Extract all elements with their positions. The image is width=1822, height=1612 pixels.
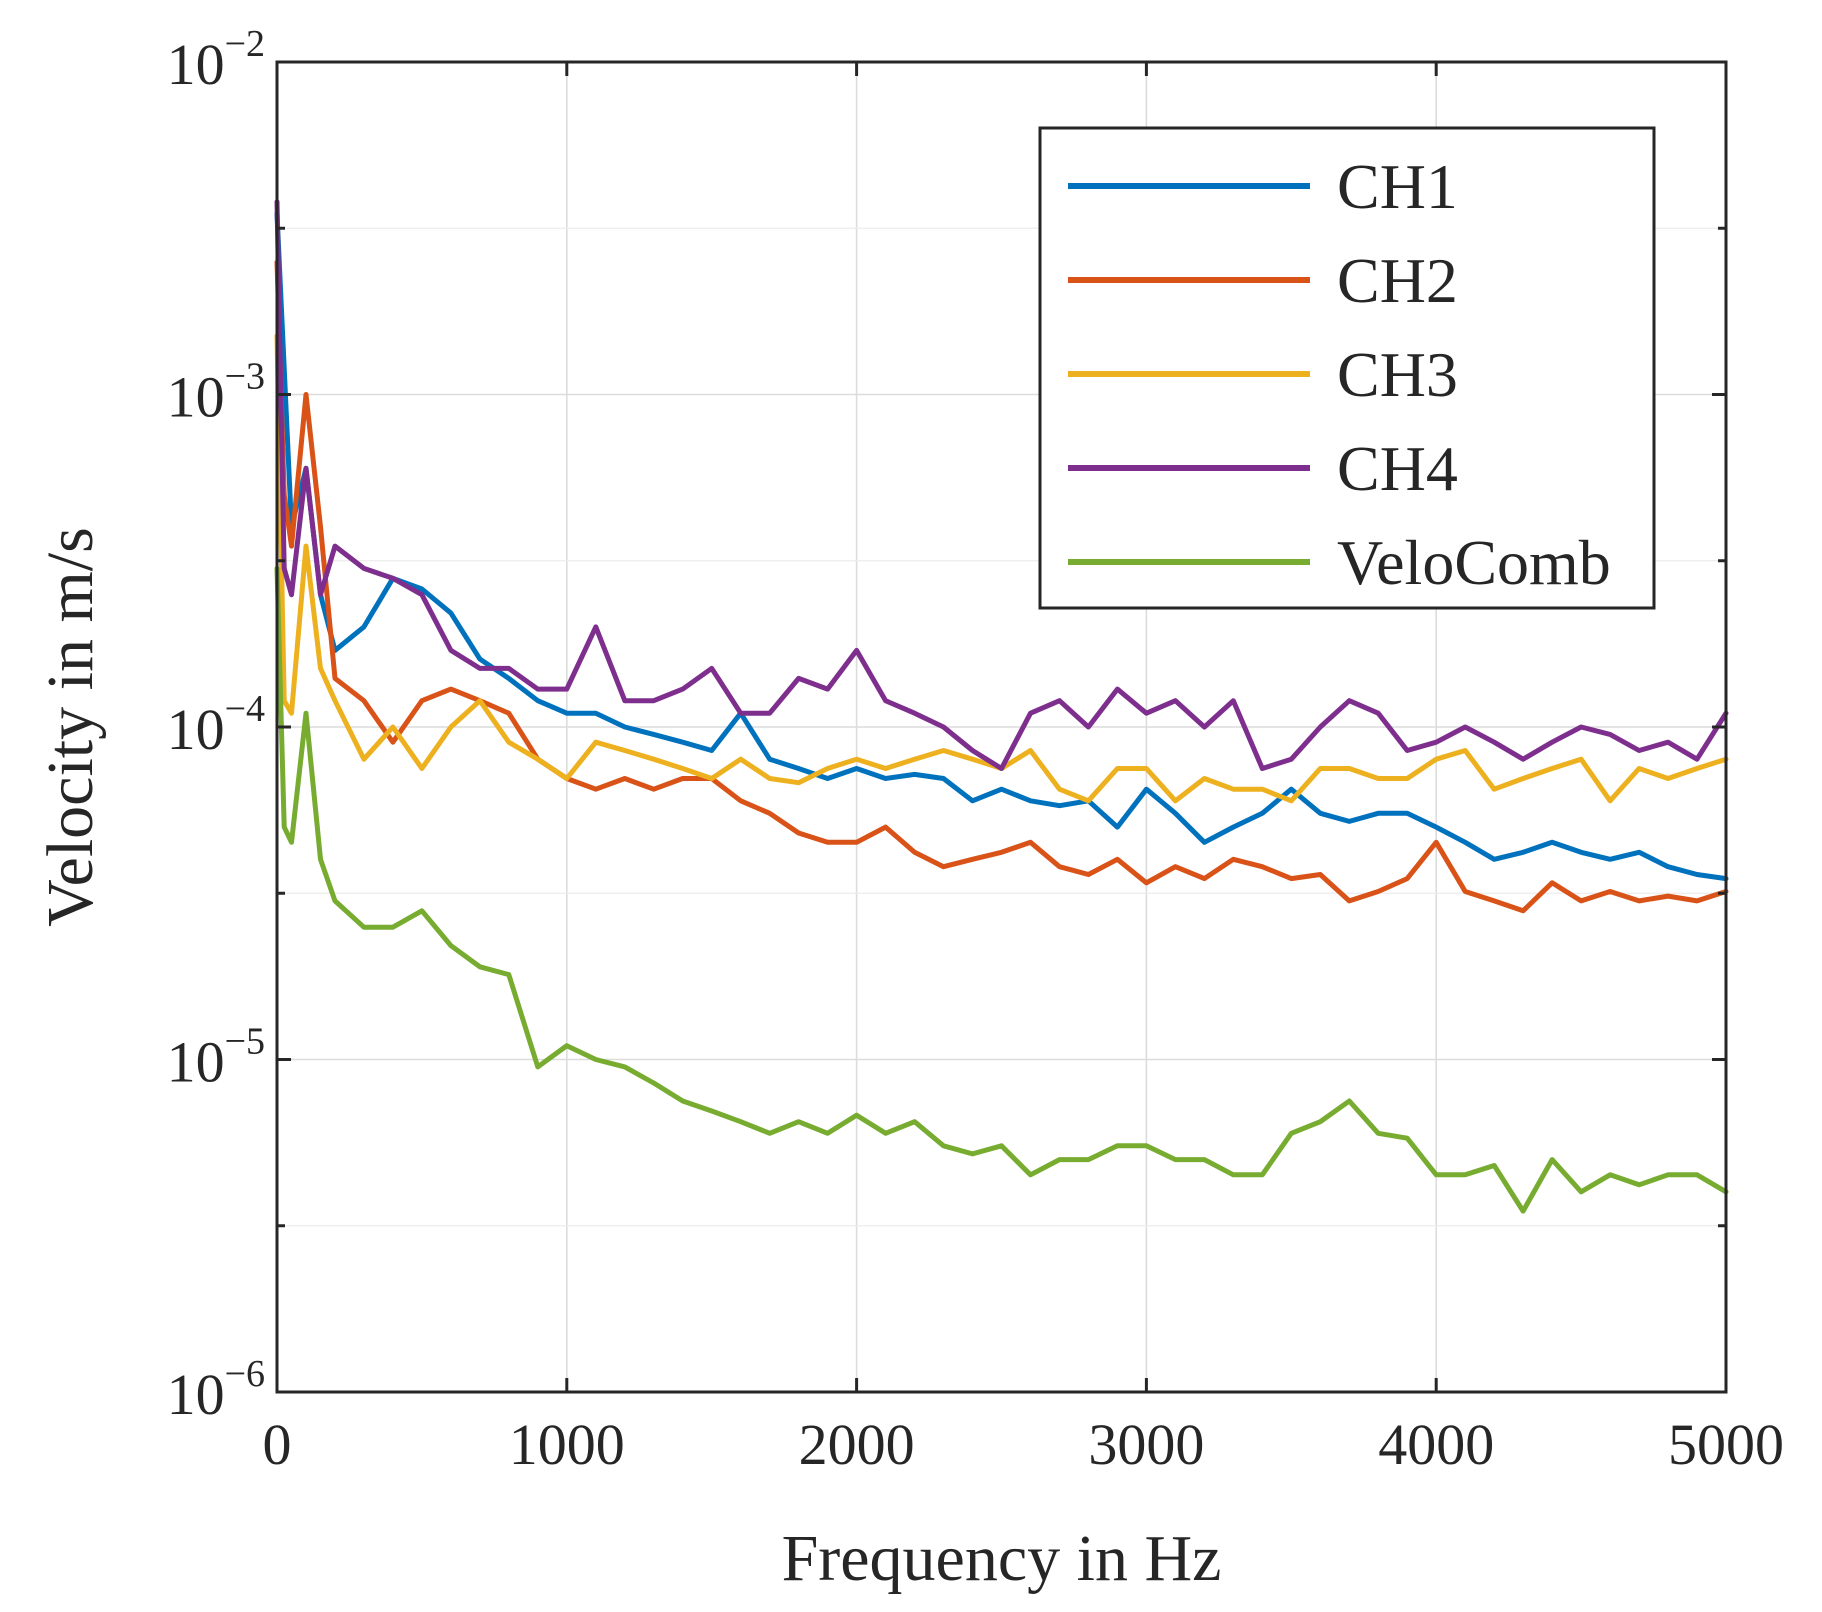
y-tick-label: 10−2 [167,23,265,97]
x-tick-label: 5000 [1668,1412,1784,1477]
legend-label-ch4: CH4 [1337,433,1458,504]
series-line-ch2 [274,259,1729,914]
y-tick-label: 10−5 [167,1021,265,1095]
legend-label-ch2: CH2 [1337,245,1458,316]
x-axis-label: Frequency in Hz [782,1522,1222,1595]
x-tick-label: 2000 [799,1412,915,1477]
series-line-velocomb [274,565,1729,1214]
series-line-ch1 [274,211,1729,882]
x-tick-label: 4000 [1378,1412,1494,1477]
legend: CH1 CH2 CH3 CH4 VeloComb [1038,126,1656,610]
y-tick-label: 10−4 [167,688,265,762]
series-line-ch4 [274,199,1729,771]
y-tick-label: 10−6 [167,1353,265,1427]
legend-label-ch1: CH1 [1337,151,1458,222]
axis-ticks: 0 1000 2000 3000 4000 5000 10−6 10−5 10−4 10−3 10−… [167,23,1784,1477]
y-axis-label: Velocity in m/s [34,527,107,927]
x-tick-label: 0 [263,1412,292,1477]
x-tick-label: 3000 [1088,1412,1204,1477]
legend-label-ch3: CH3 [1337,339,1458,410]
series-line-ch3 [274,333,1729,804]
x-tick-label: 1000 [509,1412,625,1477]
legend-label-velocomb: VeloComb [1337,527,1611,598]
series-lines [274,199,1729,1214]
legend-box [1038,126,1656,610]
y-tick-label: 10−3 [167,356,265,430]
